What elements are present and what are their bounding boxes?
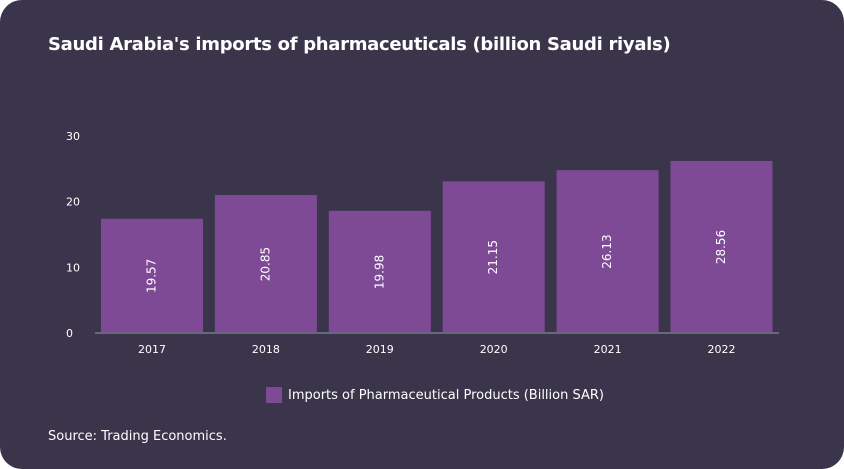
y-tick-label: 20	[66, 196, 80, 209]
x-tick-label: 2022	[708, 343, 736, 356]
bar	[556, 170, 659, 333]
bar	[670, 160, 773, 333]
x-tick-label: 2021	[594, 343, 622, 356]
data-label: 19.98	[372, 255, 386, 289]
data-label: 26.13	[600, 234, 614, 268]
bar	[442, 181, 545, 333]
chart-title: Saudi Arabia's imports of pharmaceutical…	[48, 34, 671, 55]
legend-swatch	[266, 387, 282, 403]
x-tick-label: 2018	[252, 343, 280, 356]
data-label: 28.56	[714, 230, 728, 264]
data-label: 21.15	[486, 240, 500, 274]
y-tick-label: 10	[66, 261, 80, 274]
source-note: Source: Trading Economics.	[48, 429, 227, 444]
legend: Imports of Pharmaceutical Products (Bill…	[266, 387, 604, 403]
x-tick-label: 2019	[366, 343, 394, 356]
y-tick-label: 0	[66, 327, 73, 340]
bar	[328, 210, 431, 333]
data-label: 20.85	[258, 247, 272, 281]
bar	[101, 218, 203, 333]
y-tick-label: 30	[66, 130, 80, 143]
x-tick-label: 2017	[138, 343, 166, 356]
legend-label: Imports of Pharmaceutical Products (Bill…	[288, 387, 604, 403]
x-tick-label: 2020	[480, 343, 508, 356]
data-label: 19.57	[145, 259, 159, 293]
bar	[214, 195, 317, 333]
